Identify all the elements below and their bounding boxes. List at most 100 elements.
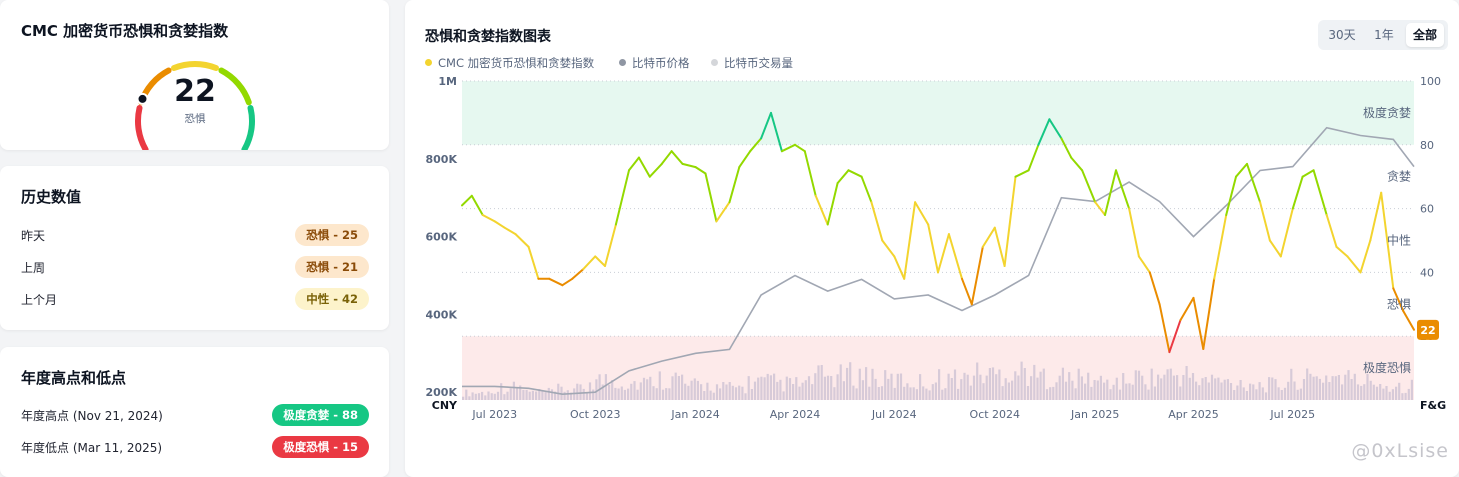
volume-bar bbox=[1210, 374, 1214, 400]
gauge-segment bbox=[171, 61, 219, 71]
volume-bar bbox=[1223, 379, 1226, 400]
volume-bar bbox=[728, 382, 731, 400]
volume-bar bbox=[833, 387, 836, 400]
volume-bar bbox=[846, 367, 849, 400]
volume-bar bbox=[865, 367, 868, 400]
legend-item-btc-price[interactable]: 比特币价格 bbox=[619, 55, 690, 71]
volume-bar bbox=[1011, 380, 1014, 400]
volume-bar bbox=[744, 393, 747, 400]
volume-bar bbox=[1245, 391, 1248, 400]
volume-bar bbox=[842, 381, 845, 400]
volume-bar bbox=[1236, 385, 1239, 400]
volume-bar bbox=[522, 389, 525, 400]
watermark: @0xLsise bbox=[1351, 440, 1449, 462]
volume-bar bbox=[1049, 387, 1052, 400]
fear-greed-segment bbox=[847, 169, 863, 178]
volume-bar bbox=[1407, 388, 1410, 400]
volume-bar bbox=[503, 394, 506, 400]
volume-bar bbox=[985, 375, 988, 400]
volume-bar bbox=[982, 383, 985, 400]
gauge-arcs bbox=[134, 61, 256, 150]
volume-bar bbox=[1306, 368, 1309, 400]
legend-item-fear-greed[interactable]: CMC 加密货币恐惧和贪婪指数 bbox=[425, 55, 594, 71]
fear-greed-segment bbox=[1168, 319, 1182, 354]
volume-bar bbox=[1045, 389, 1049, 400]
range-button-30d[interactable]: 30天 bbox=[1328, 28, 1356, 42]
volume-bar bbox=[1026, 386, 1030, 400]
volume-bar bbox=[1375, 386, 1379, 400]
fear-greed-segment bbox=[628, 156, 640, 172]
volume-bar bbox=[674, 372, 677, 400]
volume-bar bbox=[528, 391, 531, 400]
volume-bar bbox=[1172, 375, 1175, 400]
volume-bar bbox=[646, 379, 649, 400]
fear-greed-chart[interactable]: 20406080100200K400K600K800K1MCNYF&G极度贪婪贪… bbox=[405, 0, 1459, 477]
fear-greed-segment bbox=[461, 194, 473, 207]
fear-greed-segment bbox=[594, 255, 606, 267]
volume-bar bbox=[1128, 383, 1131, 400]
volume-bar bbox=[741, 386, 744, 400]
volume-bar bbox=[868, 386, 871, 400]
volume-bar bbox=[1356, 384, 1360, 400]
legend-dot bbox=[619, 59, 626, 66]
volume-bar bbox=[1020, 361, 1023, 400]
volume-bar bbox=[1283, 387, 1287, 400]
volume-bar bbox=[750, 389, 753, 400]
volume-bar bbox=[760, 376, 763, 400]
volume-bar bbox=[462, 396, 465, 400]
gauge-segment bbox=[134, 105, 149, 150]
volume-bar bbox=[1074, 388, 1077, 400]
volume-bar bbox=[490, 393, 493, 400]
fear-greed-segment bbox=[794, 143, 806, 153]
fear-greed-segment bbox=[1094, 201, 1106, 216]
volume-bar bbox=[1344, 374, 1347, 400]
gauge-segment bbox=[241, 105, 256, 150]
x-tick-label: Jan 2025 bbox=[1070, 408, 1119, 421]
volume-bar bbox=[934, 382, 937, 400]
volume-bar bbox=[1325, 375, 1328, 400]
volume-bar bbox=[512, 381, 515, 400]
volume-bar bbox=[1099, 375, 1102, 400]
volume-bar bbox=[1036, 377, 1039, 400]
volume-bar bbox=[531, 390, 534, 400]
fear-greed-segment bbox=[770, 111, 783, 153]
fear-greed-segment bbox=[1301, 169, 1315, 178]
fear-greed-segment bbox=[1359, 239, 1372, 274]
range-button-all[interactable]: 全部 bbox=[1406, 23, 1444, 47]
volume-bar bbox=[1147, 389, 1150, 400]
volume-bar bbox=[1033, 364, 1036, 400]
legend-item-btc-volume[interactable]: 比特币交易量 bbox=[711, 55, 793, 71]
volume-bar bbox=[1150, 368, 1153, 400]
volume-bar bbox=[931, 384, 934, 400]
volume-bar bbox=[1372, 384, 1375, 400]
fear-greed-segment bbox=[836, 169, 850, 185]
yearly-row-low: 年度低点 (Mar 11, 2025) 极度恐惧 - 15 bbox=[21, 436, 369, 458]
volume-bar bbox=[941, 389, 944, 400]
volume-bar bbox=[826, 375, 830, 400]
volume-bar bbox=[1261, 387, 1264, 400]
volume-bar bbox=[706, 382, 709, 400]
volume-bar bbox=[474, 393, 477, 400]
volume-bar bbox=[903, 386, 906, 400]
volume-bar bbox=[776, 381, 779, 400]
volume-bar bbox=[598, 374, 601, 400]
y-right-tick-label: 40 bbox=[1420, 266, 1434, 279]
volume-bar bbox=[1042, 368, 1045, 400]
volume-bar bbox=[1001, 386, 1004, 400]
volume-bar bbox=[671, 376, 674, 400]
volume-bar bbox=[712, 392, 715, 400]
y-left-unit: CNY bbox=[432, 399, 458, 412]
volume-bar bbox=[1404, 392, 1407, 400]
volume-bar bbox=[947, 373, 950, 400]
volume-bar bbox=[773, 373, 776, 400]
x-tick-label: Jan 2024 bbox=[670, 408, 719, 421]
fear-greed-segment bbox=[1202, 277, 1216, 350]
volume-bar bbox=[633, 381, 636, 400]
fear-greed-segment bbox=[1048, 118, 1063, 140]
volume-bar bbox=[852, 385, 855, 400]
volume-bar bbox=[1334, 376, 1337, 400]
legend-dot bbox=[711, 59, 718, 66]
range-button-1y[interactable]: 1年 bbox=[1374, 28, 1394, 42]
fear-greed-segment bbox=[1325, 214, 1338, 248]
volume-bar bbox=[753, 381, 757, 400]
